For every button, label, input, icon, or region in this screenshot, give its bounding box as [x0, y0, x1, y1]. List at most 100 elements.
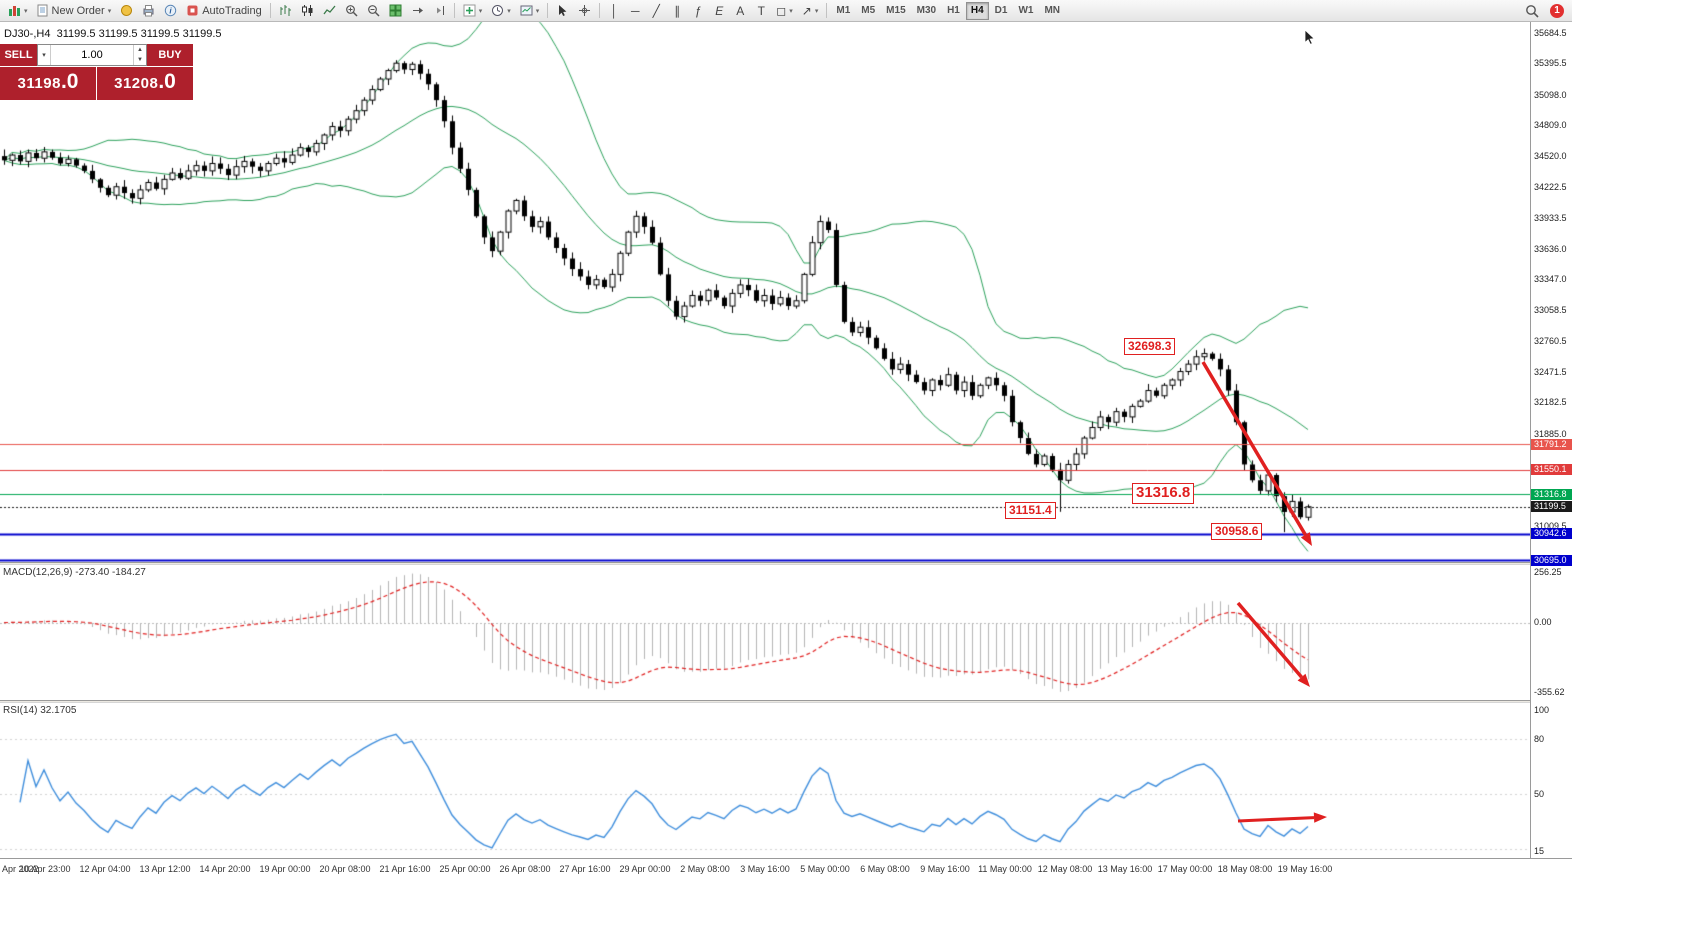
indicators-button[interactable]: ▾	[459, 1, 487, 21]
shapes-tool-button[interactable]: ◻ ▾	[772, 1, 796, 21]
cursor-icon	[559, 5, 567, 16]
chart-shift-button[interactable]	[429, 1, 450, 21]
autotrading-button[interactable]: AutoTrading	[182, 1, 266, 21]
rsi-value: 32.1705	[40, 705, 77, 716]
time-axis-label: 17 May 00:00	[1157, 864, 1213, 874]
shapes-icon: ◻	[776, 3, 787, 18]
new-chart-button[interactable]: ▾	[4, 1, 32, 21]
axis-label: 31009.5	[1534, 521, 1567, 532]
timeframe-m1-button[interactable]: M1	[836, 5, 851, 16]
volume-input[interactable]: 1.00	[81, 49, 103, 61]
price-badge: 31199.5	[1531, 501, 1572, 513]
elliott-tool-button[interactable]: E	[709, 1, 729, 21]
axis-label: 256.25	[1534, 566, 1562, 577]
price-annotation-box[interactable]: 32698.3	[1124, 338, 1176, 355]
sell-price-main: 31198	[17, 75, 61, 92]
cursor-tool-button[interactable]	[552, 1, 573, 21]
time-axis[interactable]: Apr 2022 10 Apr 23:00 12 Apr 04:00 13 Apr 1…	[0, 858, 1572, 880]
auto-scroll-button[interactable]	[407, 1, 428, 21]
time-axis-label: 10 Apr 23:00	[19, 864, 71, 874]
info-button[interactable]: i	[160, 1, 181, 21]
buy-price-frac: .0	[158, 70, 176, 93]
toolbar: ▾ New Order ▾ i AutoTrading	[0, 0, 1572, 22]
axis-label: 32471.5	[1534, 366, 1567, 377]
periods-button[interactable]: ▾	[487, 1, 515, 21]
chart-shift-icon	[436, 6, 444, 15]
axis-label: 33347.0	[1534, 274, 1567, 285]
candle-chart-button[interactable]	[297, 1, 318, 21]
timeframe-mn-button[interactable]: MN	[1044, 5, 1061, 16]
toolbar-separator	[269, 3, 271, 18]
pane-divider[interactable]	[0, 700, 1572, 703]
time-axis-label: 12 Apr 04:00	[79, 864, 131, 874]
crosshair-tool-button[interactable]	[574, 1, 595, 21]
axis-label: 33636.0	[1534, 243, 1567, 254]
timeframe-h1-button[interactable]: H1	[947, 5, 960, 16]
price-chart-canvas[interactable]	[0, 22, 1530, 858]
fibonacci-tool-button[interactable]: ƒ	[688, 1, 708, 21]
time-axis-label: 25 Apr 00:00	[439, 864, 491, 874]
channel-icon: ∥	[674, 3, 681, 18]
new-order-button[interactable]: New Order ▾	[33, 1, 116, 21]
dropdown-arrow-icon: ▾	[535, 7, 540, 15]
vertical-line-tool-button[interactable]: │	[604, 1, 624, 21]
toolbar-separator	[547, 3, 549, 18]
line-chart-button[interactable]	[319, 1, 340, 21]
templates-button[interactable]: ▾	[516, 1, 544, 21]
price-badge: 30695.0	[1531, 554, 1572, 566]
pane-divider[interactable]	[0, 562, 1572, 565]
price-annotation-box[interactable]: 31316.8	[1132, 483, 1195, 504]
volume-down-button[interactable]: ▼	[137, 57, 143, 63]
timeframe-m15-button[interactable]: M15	[886, 5, 906, 16]
new-order-label: New Order	[51, 4, 105, 17]
time-axis-label: 12 May 08:00	[1037, 864, 1093, 874]
text-tool-button[interactable]: A	[730, 1, 750, 21]
new-order-icon	[37, 4, 48, 17]
auto-scroll-icon	[412, 7, 423, 14]
sell-price-panel[interactable]: 31198.0	[0, 67, 96, 100]
zoom-in-button[interactable]	[341, 1, 362, 21]
clock-icon	[492, 5, 504, 16]
mt-trading-window: ▾ New Order ▾ i AutoTrading	[0, 0, 1572, 880]
tile-windows-button[interactable]	[385, 1, 406, 21]
timeframe-m5-button[interactable]: M5	[861, 5, 876, 16]
trendline-tool-button[interactable]: ╱	[646, 1, 666, 21]
price-badge: 30942.6	[1531, 528, 1572, 540]
candle-chart-icon	[301, 5, 313, 16]
expert-advisors-button[interactable]	[116, 1, 137, 21]
arrows-tool-button[interactable]: ↗ ▾	[798, 1, 823, 21]
volume-control: ▾ 1.00 ▲ ▼	[37, 44, 147, 66]
zoom-out-button[interactable]	[363, 1, 384, 21]
time-axis-label: 26 Apr 08:00	[499, 864, 551, 874]
price-badge: 31550.1	[1531, 464, 1572, 476]
buy-price-panel[interactable]: 31208.0	[97, 67, 193, 100]
volume-dropdown-button[interactable]: ▾	[38, 45, 51, 65]
axis-label: 33933.5	[1534, 212, 1567, 223]
buy-price-main: 31208	[114, 75, 159, 92]
elliott-icon: E	[715, 3, 724, 18]
print-button[interactable]	[138, 1, 159, 21]
price-axis[interactable]: 35684.5 35395.5 35098.0 34809.0 34520.0 34222…	[1530, 22, 1572, 858]
channel-tool-button[interactable]: ∥	[667, 1, 687, 21]
timeframe-w1-button[interactable]: W1	[1018, 5, 1034, 16]
time-axis-label: 21 Apr 16:00	[379, 864, 431, 874]
axis-label: 80	[1534, 733, 1545, 744]
bar-chart-button[interactable]	[275, 1, 296, 21]
timeframe-h4-button[interactable]: H4	[965, 1, 989, 20]
search-icon	[1526, 4, 1539, 18]
price-annotation-box[interactable]: 31151.4	[1005, 502, 1056, 519]
timeframe-m30-button[interactable]: M30	[916, 5, 937, 16]
macd-name: MACD(12,26,9)	[3, 567, 73, 578]
volume-up-button[interactable]: ▲	[137, 47, 143, 53]
buy-button[interactable]: BUY	[147, 44, 193, 66]
label-tool-button[interactable]: T	[751, 1, 771, 21]
notification-badge[interactable]: 1	[1550, 3, 1564, 18]
search-button[interactable]	[1521, 1, 1543, 21]
price-annotation-box[interactable]: 30958.6	[1211, 523, 1263, 540]
symbol-info: DJ30-,H4 31199.5 31199.5 31199.5 31199.5	[4, 28, 222, 40]
horizontal-line-tool-button[interactable]: ─	[625, 1, 645, 21]
autotrading-icon	[187, 5, 198, 16]
template-icon	[520, 5, 533, 16]
timeframe-d1-button[interactable]: D1	[994, 5, 1008, 16]
sell-button[interactable]: SELL	[0, 44, 37, 66]
